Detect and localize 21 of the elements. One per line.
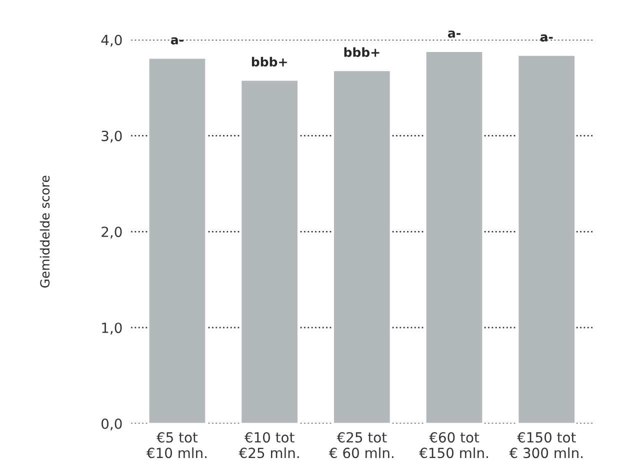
x-tick-label: €60 tot €150 mln.: [419, 432, 488, 458]
data-label: a-: [170, 37, 184, 44]
data-label: bbb+: [252, 56, 287, 67]
bar: [517, 54, 576, 424]
bar: [332, 70, 392, 424]
x-tick-label: €25 tot € 60 mln.: [328, 432, 394, 458]
data-label: a-: [540, 34, 553, 42]
y-tick-label: 1,0: [102, 322, 122, 334]
y-tick-label: 4,0: [101, 34, 122, 47]
x-tick-label: €150 tot € 300 mln.: [509, 432, 583, 458]
bar: [424, 50, 484, 424]
bar: [148, 57, 207, 424]
y-tick-label: 3,0: [102, 130, 122, 143]
y-axis-title: Gemiddelde score: [40, 176, 50, 288]
bar: [240, 79, 299, 424]
y-tick-label: 2,0: [102, 226, 122, 239]
x-tick-label: €5 tot €10 mln.: [146, 432, 206, 458]
x-tick-label: €10 tot €25 mln.: [238, 432, 299, 458]
data-label: bbb+: [344, 47, 380, 57]
data-label: a-: [448, 30, 460, 38]
y-tick-label: 0,0: [102, 418, 122, 430]
